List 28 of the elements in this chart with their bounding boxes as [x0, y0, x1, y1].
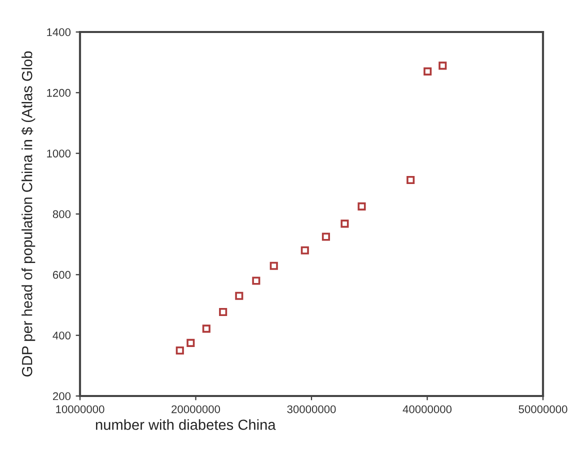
y-tick-label: 200	[52, 392, 71, 400]
point	[202, 324, 210, 333]
point	[186, 338, 195, 347]
point	[424, 67, 432, 76]
y-tick-label: 1000	[47, 150, 71, 158]
y-tick-label: 400	[52, 332, 71, 340]
x-tick-label: 50000000	[518, 405, 568, 414]
x-tick-label: 40000000	[402, 405, 452, 414]
x-tick-label: 10000000	[56, 405, 104, 414]
point	[252, 276, 260, 285]
point	[219, 308, 228, 316]
y-tick-label: 1400	[47, 28, 71, 36]
x-tick-label: 20000000	[172, 405, 220, 414]
x-tick-label: 30000000	[287, 405, 336, 414]
point	[438, 62, 447, 70]
point	[235, 292, 244, 300]
y-tick-label: 800	[52, 210, 71, 218]
y-axis-title: GDP per head of population China in $ (Atlas Glob	[21, 51, 36, 376]
point	[358, 202, 366, 210]
point	[322, 232, 330, 241]
point	[176, 346, 184, 355]
x-axis-title: number with diabetes China	[96, 419, 276, 430]
y-tick-label: 1200	[47, 88, 71, 97]
point	[270, 262, 278, 270]
point	[300, 246, 309, 254]
point	[406, 176, 415, 184]
y-tick-label: 600	[53, 270, 71, 279]
point	[340, 220, 349, 228]
